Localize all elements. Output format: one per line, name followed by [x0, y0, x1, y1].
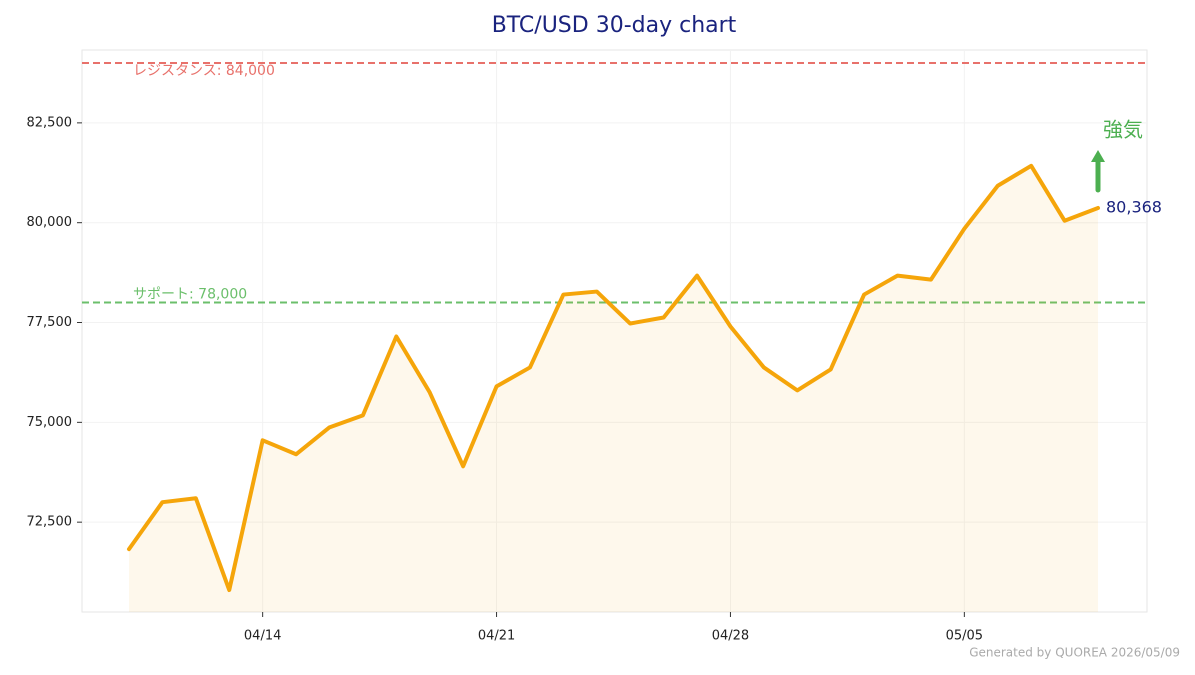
y-tick-label: 82,500 [27, 115, 73, 130]
area [129, 165, 1098, 613]
reference-label: サポート: 78,000 [133, 287, 247, 303]
y-tick-label: 80,000 [27, 215, 73, 230]
x-tick-label: 04/14 [244, 629, 281, 644]
x-tick-label: 04/21 [478, 629, 515, 644]
reference-label: レジスタンス: 84,000 [133, 63, 275, 79]
x-tick-label: 05/05 [946, 629, 983, 644]
annotation: 強気 [1103, 117, 1143, 141]
x-tick-label: 04/28 [712, 629, 749, 644]
y-tick-label: 77,500 [27, 315, 73, 330]
value-label: 80,368 [1106, 197, 1162, 216]
chart-title: BTC/USD 30-day chart [492, 13, 737, 38]
footer: Generated by QUOREA 2026/05/09 [969, 646, 1180, 660]
y-tick-label: 75,000 [27, 415, 73, 430]
y-tick-label: 72,500 [27, 515, 73, 530]
annotation-arrowhead [1091, 149, 1105, 162]
line [127, 163, 1100, 593]
plot-area [81, 49, 1148, 613]
